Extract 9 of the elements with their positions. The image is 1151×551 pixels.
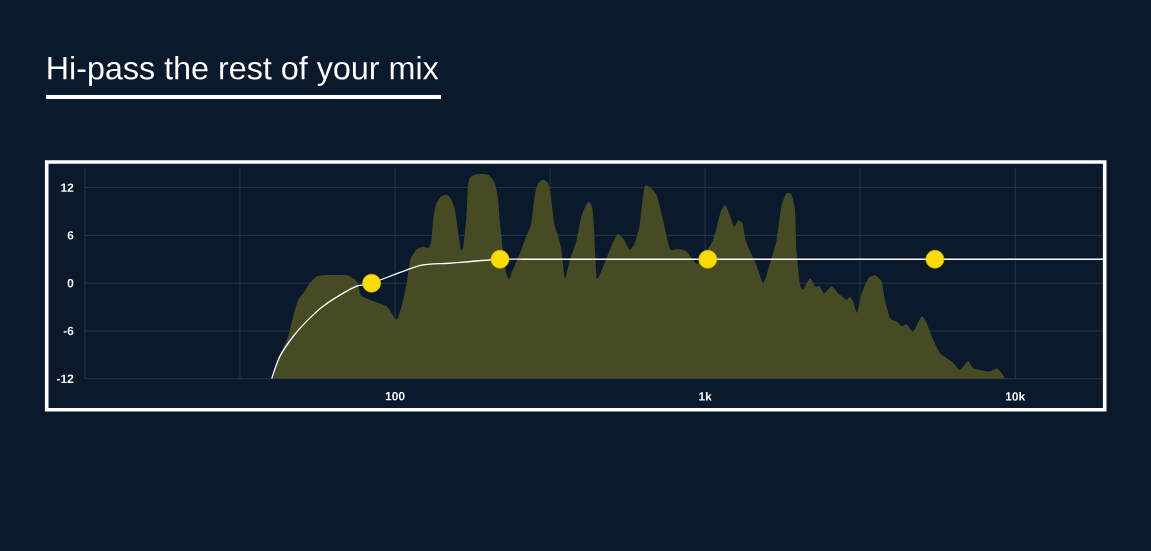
x-tick-label: 10k: [1005, 391, 1026, 401]
y-tick-label: -6: [63, 326, 74, 336]
chart-title: Hi-pass the rest of your mix: [48, 55, 439, 86]
y-tick-label: -12: [56, 374, 74, 383]
x-tick-label: 1k: [699, 391, 712, 401]
y-tick-label: 12: [61, 183, 74, 192]
y-tick-label: 0: [67, 278, 74, 288]
x-tick-label: 100: [385, 391, 405, 401]
y-tick-label: 6: [67, 231, 74, 240]
